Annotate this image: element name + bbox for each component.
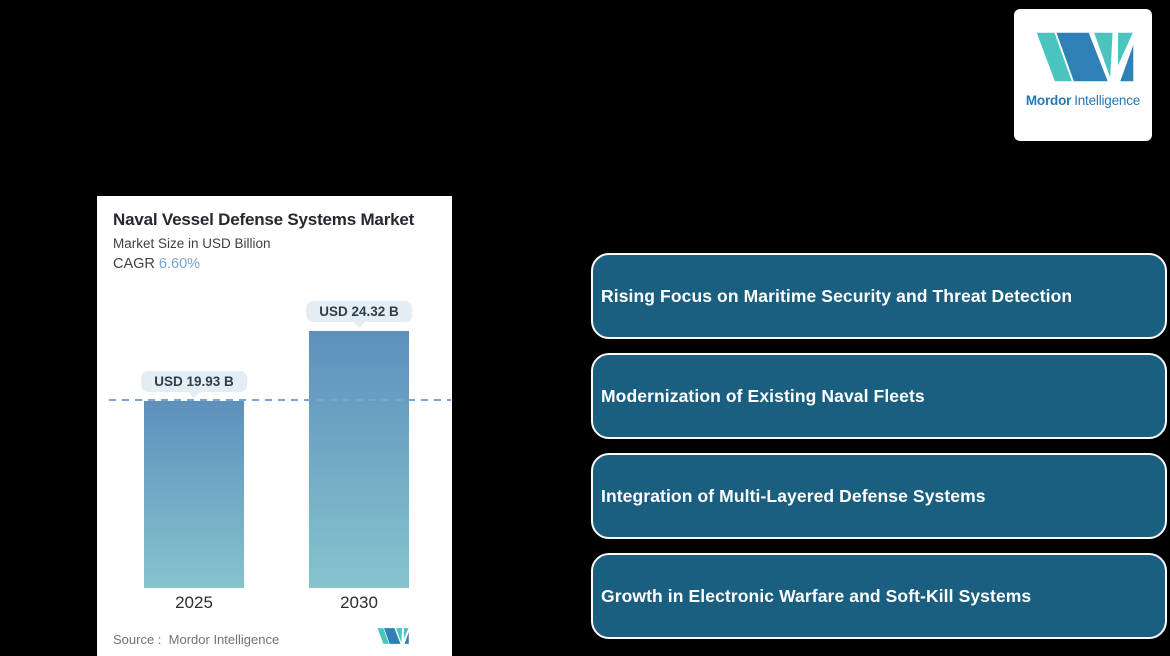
bar-2030 <box>309 331 409 588</box>
driver-label: Rising Focus on Maritime Security and Th… <box>601 285 1073 306</box>
driver-card-fleet-modernization: Modernization of Existing Naval Fleets <box>591 353 1167 439</box>
mordor-m-icon <box>1034 30 1136 84</box>
driver-card-electronic-warfare: Growth in Electronic Warfare and Soft-Ki… <box>591 553 1167 639</box>
value-label-2025: USD 19.93 B <box>141 371 247 392</box>
source-label: Source : <box>113 632 162 647</box>
driver-card-maritime-security: Rising Focus on Maritime Security and Th… <box>591 253 1167 339</box>
reference-dashed-line <box>109 399 451 401</box>
cagr-value: 6.60% <box>158 256 201 272</box>
market-chart-card: USD 19.93 B USD 24.32 B 2025 2030 Naval … <box>97 196 452 656</box>
mordor-wordmark: Mordor Intelligence <box>1026 93 1140 108</box>
cagr-label: CAGR <box>113 256 155 272</box>
axis-label-2030: 2030 <box>340 593 378 612</box>
bar-2025 <box>144 401 244 588</box>
driver-label: Modernization of Existing Naval Fleets <box>601 385 925 406</box>
bar-chart: USD 19.93 B USD 24.32 B 2025 2030 <box>97 196 452 612</box>
chart-subtitle: Market Size in USD Billion <box>113 236 271 251</box>
wordmark-regular: Intelligence <box>1074 93 1141 108</box>
driver-label: Integration of Multi-Layered Defense Sys… <box>601 485 986 506</box>
axis-label-2025: 2025 <box>175 593 213 612</box>
value-label-2030: USD 24.32 B <box>306 301 412 322</box>
cagr-row: CAGR 6.60% <box>113 256 436 272</box>
mordor-logo-box: Mordor Intelligence <box>1014 9 1152 141</box>
source-value: Mordor Intelligence <box>168 632 280 647</box>
source-line: Source : Mordor Intelligence <box>113 632 279 647</box>
wordmark-bold: Mordor <box>1025 93 1072 108</box>
driver-label: Growth in Electronic Warfare and Soft-Ki… <box>601 585 1032 606</box>
driver-card-multilayer-defense: Integration of Multi-Layered Defense Sys… <box>591 453 1167 539</box>
mordor-m-icon-small <box>376 627 410 645</box>
chart-header: Naval Vessel Defense Systems Market Mark… <box>97 196 452 272</box>
chart-title: Naval Vessel Defense Systems Market <box>113 210 415 229</box>
